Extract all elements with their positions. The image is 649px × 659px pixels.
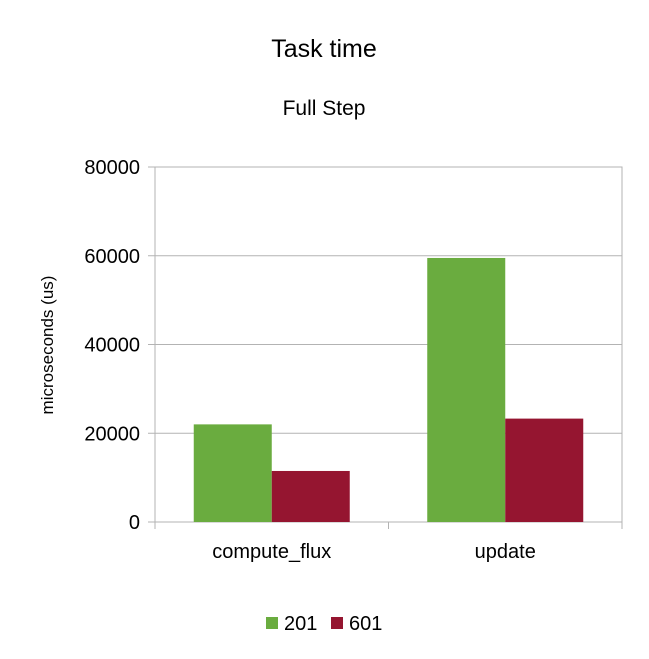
- legend-swatch-201: [266, 617, 278, 629]
- y-tick-label: 80000: [84, 157, 140, 179]
- chart-subtitle: Full Step: [283, 97, 366, 120]
- legend-label-601: 601: [349, 613, 382, 635]
- y-axis-label: microseconds (us): [38, 276, 57, 415]
- legend: 201 601: [266, 613, 382, 635]
- bar-601-update: [505, 418, 584, 522]
- x-tick-label: update: [475, 541, 536, 563]
- y-tick-label: 0: [129, 512, 140, 534]
- x-tick-label: compute_flux: [212, 541, 331, 563]
- plot-area: 0 20000 40000 60000 80000 compute_flux update: [84, 157, 623, 563]
- bar-601-compute_flux: [271, 470, 350, 522]
- legend-swatch-601: [331, 617, 343, 629]
- y-tick-label: 60000: [84, 246, 140, 268]
- bar-201-compute_flux: [193, 424, 272, 522]
- legend-label-201: 201: [284, 613, 317, 635]
- bar-201-update: [427, 257, 506, 522]
- y-tick-label: 20000: [84, 423, 140, 445]
- y-tick-label: 40000: [84, 335, 140, 357]
- chart-title: Task time: [271, 35, 377, 63]
